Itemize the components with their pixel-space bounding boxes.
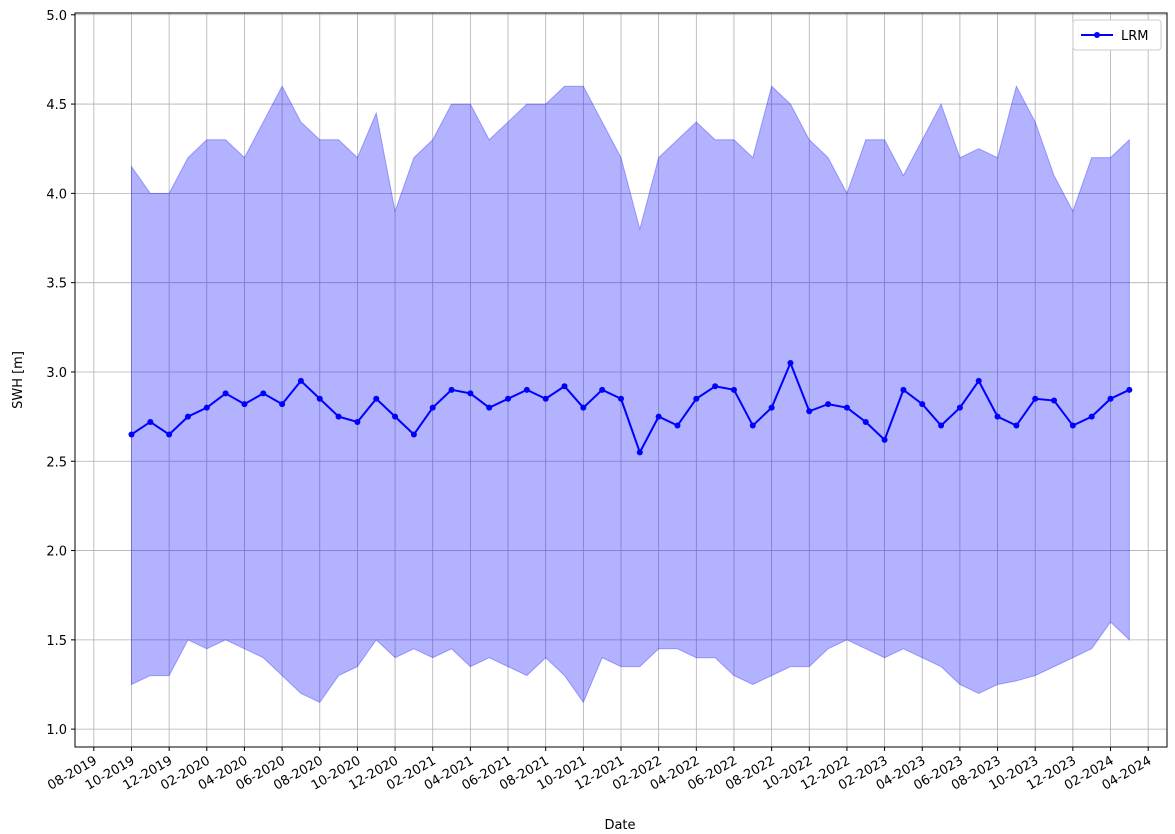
legend-box xyxy=(1072,19,1162,51)
point xyxy=(297,377,304,384)
point xyxy=(1032,395,1039,402)
point xyxy=(429,404,436,411)
point xyxy=(618,395,624,402)
point xyxy=(806,408,813,415)
point xyxy=(448,386,455,393)
point xyxy=(956,404,963,411)
y-tick-label: 4.0 xyxy=(46,187,67,202)
legend-marker xyxy=(1094,32,1100,38)
point xyxy=(260,390,267,397)
point xyxy=(335,413,342,420)
x-axis-label: Date xyxy=(604,818,635,833)
point xyxy=(655,413,662,420)
point xyxy=(542,395,549,402)
point xyxy=(975,377,982,384)
y-tick-label: 1.5 xyxy=(46,634,67,649)
point xyxy=(843,404,850,411)
y-tick-label: 3.0 xyxy=(46,366,67,381)
point xyxy=(1051,397,1058,404)
point xyxy=(505,395,512,402)
point xyxy=(919,401,926,408)
point xyxy=(900,386,907,393)
point xyxy=(938,422,945,429)
point xyxy=(730,386,737,393)
series-line xyxy=(130,360,1130,455)
point xyxy=(787,360,794,367)
point xyxy=(599,386,606,393)
point xyxy=(467,390,474,397)
point xyxy=(749,422,756,429)
point xyxy=(712,383,719,390)
point xyxy=(636,449,643,456)
point xyxy=(1107,395,1114,402)
point xyxy=(674,422,681,429)
point xyxy=(1013,422,1020,429)
y-tick-label: 5.0 xyxy=(46,9,67,24)
y-axis-label: SWH [m] xyxy=(11,351,26,409)
point xyxy=(410,431,417,438)
point xyxy=(222,390,229,397)
point xyxy=(166,431,173,438)
point xyxy=(1126,386,1133,393)
point xyxy=(147,418,154,425)
point xyxy=(203,404,210,411)
legend-label: LRM xyxy=(1121,29,1149,44)
range-band xyxy=(130,84,1130,704)
point xyxy=(523,386,530,393)
y-tick-label: 2.5 xyxy=(46,455,67,470)
point xyxy=(184,413,191,420)
point xyxy=(1088,413,1095,420)
point xyxy=(279,401,286,408)
y-tick-label: 3.5 xyxy=(46,277,67,292)
point xyxy=(1069,422,1076,429)
point xyxy=(768,404,775,411)
y-tick-label: 2.0 xyxy=(46,545,67,560)
point xyxy=(881,436,888,443)
point xyxy=(486,404,493,411)
point xyxy=(128,431,135,438)
point xyxy=(994,413,1001,420)
point xyxy=(241,401,248,408)
y-tick-label: 4.5 xyxy=(46,98,67,113)
plot-frame xyxy=(74,12,1168,748)
point xyxy=(580,404,587,411)
point xyxy=(373,395,380,402)
point xyxy=(354,418,361,425)
point xyxy=(561,383,568,390)
point xyxy=(316,395,323,402)
point xyxy=(392,413,399,420)
point xyxy=(825,401,832,408)
point xyxy=(693,395,700,402)
point xyxy=(862,418,869,425)
y-tick-label: 1.0 xyxy=(46,723,67,738)
